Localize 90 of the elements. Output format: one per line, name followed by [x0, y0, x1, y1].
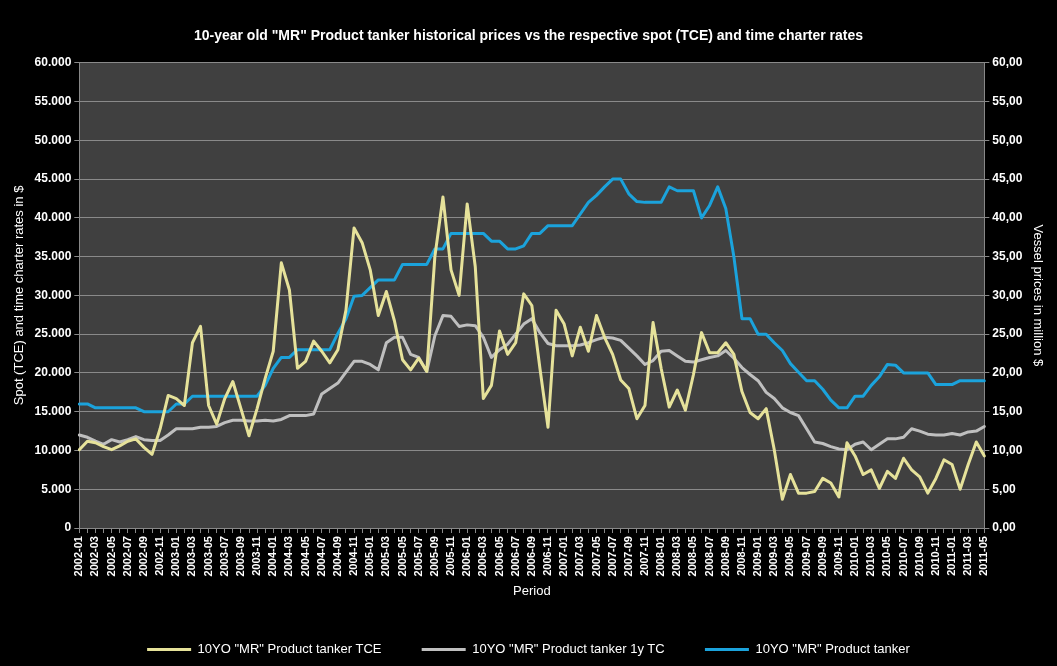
x-tick-label: 2002-01 [72, 536, 85, 577]
x-tick-label: 2007-03 [573, 536, 586, 577]
x-tick-label: 2003-11 [250, 536, 263, 576]
x-tick-label: 2011-05 [977, 536, 990, 576]
y2-tick-label: 45,00 [992, 171, 1023, 186]
x-tick-label: 2003-01 [169, 536, 182, 577]
y-tick-label: 55.000 [34, 93, 72, 108]
y2-tick-label: 0,00 [992, 520, 1017, 535]
y2-tick-label: 10,00 [992, 442, 1023, 457]
x-tick-label: 2005-03 [379, 536, 392, 577]
y-tick-label: 20.000 [34, 365, 72, 380]
x-tick-label: 2004-07 [314, 536, 327, 577]
x-tick-label: 2009-09 [815, 536, 828, 577]
x-tick-label: 2009-03 [767, 536, 780, 577]
x-tick-label: 2005-11 [444, 536, 457, 576]
x-tick-label: 2002-07 [120, 536, 133, 577]
x-tick-label: 2007-07 [605, 536, 618, 577]
x-tick-label: 2002-03 [88, 536, 101, 577]
y2-tick-label: 25,00 [992, 326, 1023, 341]
x-tick-label: 2002-05 [104, 536, 117, 577]
y2-tick-label: 55,00 [992, 93, 1023, 108]
x-tick-label: 2008-09 [718, 536, 731, 577]
x-tick-label: 2010-05 [880, 536, 893, 577]
x-tick-label: 2010-07 [896, 536, 909, 577]
x-tick-label: 2004-03 [282, 536, 295, 577]
y2-tick-label: 15,00 [992, 404, 1023, 419]
x-tick-label: 2007-09 [621, 536, 634, 577]
y-tick-label: 35.000 [34, 248, 72, 263]
x-tick-label: 2008-05 [686, 536, 699, 577]
x-tick-label: 2008-07 [702, 536, 715, 577]
y2-tick-label: 20,00 [992, 365, 1023, 380]
x-tick-label: 2005-05 [395, 536, 408, 577]
x-tick-label: 2009-11 [831, 536, 844, 576]
y-tick-label: 50.000 [34, 132, 72, 147]
x-tick-label: 2006-11 [541, 536, 554, 576]
y2-tick-label: 35,00 [992, 248, 1023, 263]
x-tick-label: 2004-05 [298, 536, 311, 577]
y2-tick-label: 50,00 [992, 132, 1023, 147]
x-tick-label: 2003-09 [233, 536, 246, 577]
y2-tick-label: 40,00 [992, 210, 1023, 225]
x-tick-label: 2010-03 [864, 536, 877, 577]
y-tick-label: 30.000 [34, 287, 72, 302]
x-tick-label: 2007-05 [589, 536, 602, 577]
legend-label: 10YO "MR" Product tanker 1y TC [472, 641, 665, 657]
y-tick-label: 40.000 [34, 210, 72, 225]
x-tick-label: 2006-01 [460, 536, 473, 577]
x-tick-label: 2009-01 [751, 536, 764, 577]
x-axis-title: Period [513, 582, 551, 598]
y2-tick-label: 30,00 [992, 287, 1023, 302]
y-tick-label: 5.000 [41, 481, 72, 496]
x-tick-label: 2010-09 [912, 536, 925, 577]
x-tick-label: 2006-09 [524, 536, 537, 577]
x-tick-label: 2002-09 [136, 536, 149, 577]
x-tick-label: 2010-01 [848, 536, 861, 577]
x-tick-label: 2005-07 [411, 536, 424, 577]
x-tick-label: 2002-11 [153, 536, 166, 576]
x-tick-label: 2008-11 [734, 536, 747, 576]
x-tick-label: 2004-01 [266, 536, 279, 577]
y2-axis-title: Vessel prices in million $ [1030, 224, 1046, 367]
y-tick-label: 0 [64, 520, 72, 535]
x-tick-label: 2003-03 [185, 536, 198, 577]
x-tick-label: 2007-11 [638, 536, 650, 576]
y-tick-label: 45.000 [34, 171, 72, 186]
x-tick-label: 2009-07 [799, 536, 812, 577]
x-tick-label: 2008-01 [654, 536, 667, 577]
y-tick-label: 10.000 [34, 442, 72, 457]
x-tick-label: 2011-03 [961, 536, 974, 576]
x-tick-label: 2006-07 [508, 536, 521, 577]
y-tick-label: 60.000 [34, 55, 72, 70]
legend-label: 10YO "MR" Product tanker TCE [197, 641, 382, 657]
chart-title: 10-year old "MR" Product tanker historical prices vs the respective spot (TCE) and time charter rates [193, 27, 864, 44]
x-tick-label: 2008-03 [670, 536, 683, 577]
x-tick-label: 2009-05 [783, 536, 796, 577]
x-tick-label: 2006-05 [492, 536, 505, 577]
y2-tick-label: 60,00 [992, 55, 1023, 70]
y-axis-title: Spot (TCE) and time charter rates in $ [11, 184, 27, 406]
x-tick-label: 2003-05 [201, 536, 214, 577]
x-tick-label: 2005-01 [363, 536, 376, 577]
x-tick-label: 2011-01 [945, 536, 958, 576]
y2-tick-label: 5,00 [992, 481, 1017, 496]
x-tick-label: 2010-11 [928, 536, 941, 576]
x-tick-label: 2004-11 [347, 536, 360, 576]
legend-label: 10YO "MR" Product tanker [755, 641, 911, 657]
x-tick-label: 2006-03 [476, 536, 489, 577]
x-tick-label: 2004-09 [330, 536, 343, 577]
y-tick-label: 25.000 [34, 326, 72, 341]
x-tick-label: 2005-09 [427, 536, 440, 577]
y-tick-label: 15.000 [34, 404, 72, 419]
x-tick-label: 2007-01 [557, 536, 570, 577]
x-tick-label: 2003-07 [217, 536, 230, 577]
